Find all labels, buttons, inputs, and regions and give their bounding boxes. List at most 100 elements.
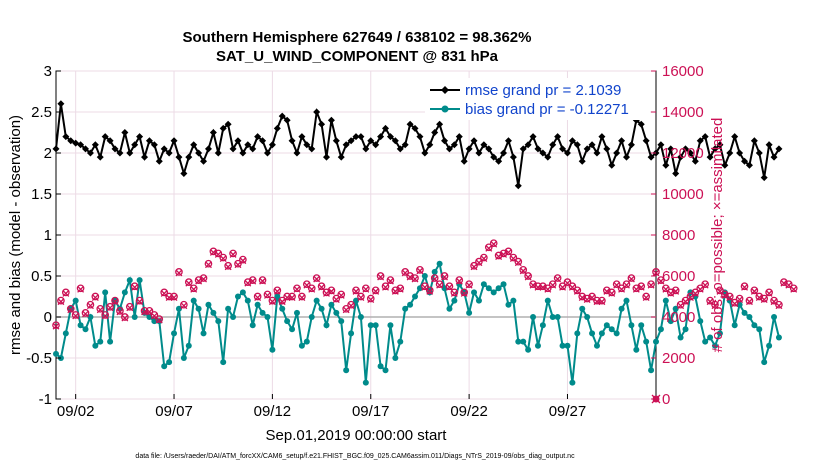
obs-assimilated-point: [185, 279, 193, 287]
bias-point: [180, 355, 187, 361]
left-tick-label: 2: [44, 145, 52, 162]
obs-possible-point: [268, 296, 277, 305]
rmse-point: [101, 133, 109, 141]
rmse-point: [116, 149, 124, 157]
obs-assimilated-point: [524, 273, 532, 281]
rmse-point: [185, 153, 193, 161]
obs-possible-point: [558, 282, 567, 291]
obs-assimilated-point: [195, 277, 203, 285]
obs-assimilated-point: [352, 287, 360, 295]
rmse-point: [145, 137, 153, 145]
right-tick-label: 4000: [662, 309, 695, 326]
rmse-point: [131, 141, 139, 149]
rmse-point: [357, 133, 365, 141]
obs-possible-point: [263, 290, 272, 299]
bias-point: [338, 318, 345, 325]
obs-possible-point: [130, 282, 139, 291]
obs-possible-point: [716, 286, 724, 295]
obs-possible-point: [671, 286, 680, 295]
obs-assimilated-point: [264, 292, 271, 299]
obs-assimilated-point: [623, 281, 630, 289]
bias-point: [490, 289, 497, 296]
left-tick-label: -1: [39, 391, 52, 408]
obs-possible-point: [125, 302, 134, 311]
rmse-point: [273, 124, 281, 132]
obs-possible-point: [278, 296, 287, 305]
rmse-point: [672, 170, 680, 177]
bias-point: [466, 309, 473, 316]
obs-assimilated-point: [293, 285, 301, 293]
bias-point: [549, 314, 556, 320]
bias-point: [475, 297, 482, 304]
obs-assimilated-point: [460, 289, 468, 297]
obs-possible-point: [661, 284, 670, 293]
obs-possible-point: [332, 294, 341, 303]
obs-possible-point: [489, 239, 498, 248]
obs-assimilated-point: [111, 298, 119, 306]
rmse-point: [219, 124, 227, 132]
obs-assimilated-point: [765, 289, 773, 297]
obs-possible-point: [568, 282, 577, 291]
obs-assimilated-point: [62, 289, 70, 297]
rmse-point: [514, 182, 522, 190]
bias-point: [289, 326, 296, 333]
obs-assimilated-point: [741, 283, 748, 291]
bias-point: [77, 322, 84, 329]
obs-assimilated-point: [57, 298, 65, 306]
bias-point: [539, 322, 546, 329]
obs-assimilated-point: [190, 285, 198, 293]
obs-assimilated-point: [155, 316, 163, 324]
rmse-point: [726, 149, 734, 157]
y-axis-label-right: # of obs: o=possible; ×=assimilated: [709, 118, 726, 353]
obs-possible-point: [121, 313, 129, 321]
obs-possible-point: [578, 292, 587, 301]
obs-possible-point: [455, 276, 464, 284]
rmse-point: [382, 124, 390, 132]
obs-assimilated-point: [647, 281, 655, 289]
rmse-point: [775, 145, 783, 153]
obs-assimilated-point: [116, 308, 124, 316]
obs-possible-point: [96, 304, 105, 313]
obs-assimilated-point: [219, 255, 227, 263]
series-line: [55, 103, 780, 186]
obs-possible-point: [111, 296, 119, 305]
bias-point: [234, 293, 241, 300]
obs-possible-point: [612, 280, 621, 289]
obs-assimilated-point: [445, 283, 453, 291]
bias-point: [436, 260, 443, 267]
obs-possible-point: [548, 280, 557, 289]
bias-point: [126, 277, 133, 284]
bias-point: [175, 305, 182, 312]
bias-point: [554, 314, 561, 320]
rmse-point: [509, 153, 517, 161]
obs-possible-point: [371, 286, 380, 295]
x-axis-ticks: 09/02 09/07 09/12 09/17 09/22 09/27: [57, 394, 586, 420]
rmse-point: [554, 133, 562, 141]
obs-assimilated-point: [411, 275, 419, 283]
rmse-point: [165, 149, 173, 157]
obs-assimilated-point: [578, 294, 586, 301]
obs-possible-point: [780, 278, 788, 286]
obs-assimilated-point: [362, 285, 370, 293]
obs-assimilated-point: [637, 283, 645, 291]
rmse-point: [480, 141, 488, 149]
bias-point: [426, 289, 433, 296]
rmse-point: [180, 170, 188, 177]
obs-assimilated-point: [627, 275, 635, 283]
rmse-point: [441, 137, 449, 145]
obs-possible-point: [514, 257, 523, 266]
rmse-point: [470, 137, 478, 145]
left-tick-label: 2.5: [31, 104, 52, 121]
rmse-point: [209, 129, 217, 136]
obs-assimilated-point: [514, 259, 522, 267]
obs-possible-point: [234, 259, 242, 268]
bias-point: [643, 338, 650, 345]
rmse-point: [214, 149, 222, 157]
obs-possible-point: [553, 274, 562, 282]
obs-assimilated-point: [672, 287, 680, 295]
bias-point: [333, 309, 340, 316]
obs-assimilated-point: [426, 287, 434, 295]
rmse-point: [701, 133, 709, 141]
rmse-point: [549, 141, 557, 149]
rmse-point: [529, 133, 537, 141]
